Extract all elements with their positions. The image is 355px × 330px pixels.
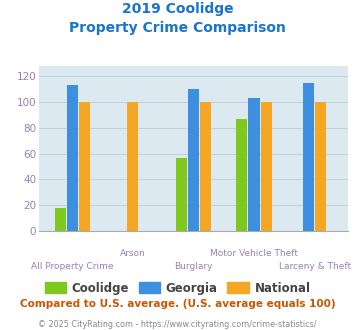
Bar (200, 102, 211, 231)
Text: Property Crime Comparison: Property Crime Comparison (69, 21, 286, 35)
Text: Burglary: Burglary (174, 262, 213, 271)
Bar (127, 102, 138, 231)
Text: All Property Crime: All Property Crime (31, 262, 114, 271)
Bar (261, 102, 272, 231)
Text: Larceny & Theft: Larceny & Theft (279, 262, 351, 271)
Text: Arson: Arson (120, 249, 146, 258)
Bar (315, 102, 326, 231)
Text: 2019 Coolidge: 2019 Coolidge (122, 2, 233, 16)
Legend: Coolidge, Georgia, National: Coolidge, Georgia, National (41, 278, 314, 298)
Bar (303, 83, 314, 231)
Bar (79, 102, 90, 231)
Bar (55, 208, 66, 231)
Bar (236, 119, 247, 231)
Bar (248, 98, 260, 231)
Text: Motor Vehicle Theft: Motor Vehicle Theft (210, 249, 298, 258)
Bar (188, 89, 199, 231)
Text: © 2025 CityRating.com - https://www.cityrating.com/crime-statistics/: © 2025 CityRating.com - https://www.city… (38, 320, 317, 329)
Bar (176, 157, 187, 231)
Bar (67, 85, 78, 231)
Text: Compared to U.S. average. (U.S. average equals 100): Compared to U.S. average. (U.S. average … (20, 299, 335, 309)
